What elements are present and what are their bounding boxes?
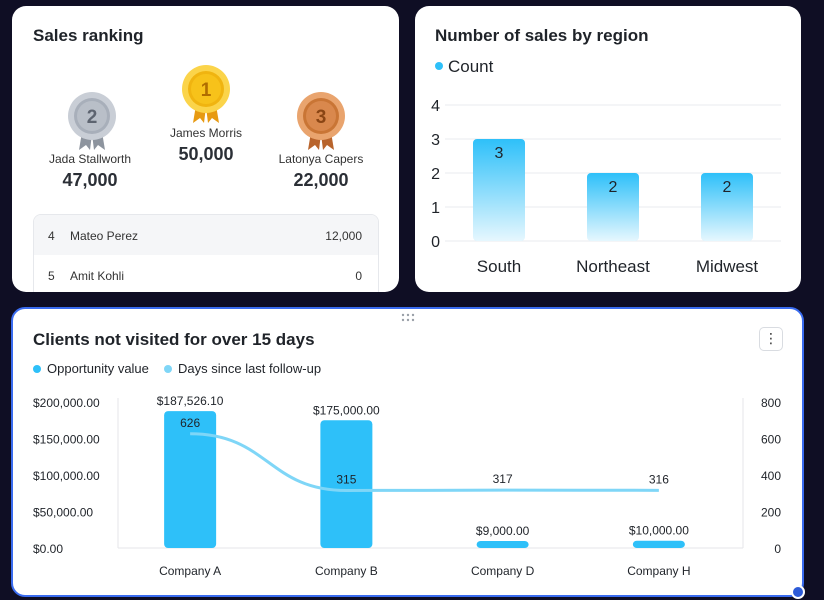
row-rank: 4 <box>48 229 55 243</box>
podium-2-value: 47,000 <box>62 170 118 190</box>
x-tick-label: Company A <box>159 564 221 578</box>
line-value-label: 315 <box>336 473 356 487</box>
x-tick-label: Midwest <box>696 257 759 276</box>
bar <box>320 420 373 548</box>
bar <box>476 541 529 548</box>
clients-combo-chart: $200,000.00 $150,000.00 $100,000.00 $50,000… <box>33 394 781 578</box>
legend-dot-icon <box>435 62 443 70</box>
legend-dot-icon <box>164 365 172 373</box>
clients-not-visited-card: Clients not visited for over 15 days ⋮ O… <box>11 307 804 597</box>
region-bar-chart: 4 3 2 1 0 3 South 2 Northeast 2 Midwest <box>431 98 781 276</box>
table-row[interactable]: 4 Mateo Perez 12,000 <box>34 215 378 255</box>
drag-handle-icon[interactable] <box>400 313 416 323</box>
days-line <box>190 432 659 493</box>
more-vertical-icon: ⋮ <box>764 330 778 346</box>
podium-2-name: Jada Stallworth <box>48 152 132 166</box>
row-name: Amit Kohli <box>70 269 125 283</box>
bar-value-label: $9,000.00 <box>476 524 530 538</box>
y-left-tick-label: $0.00 <box>33 542 63 556</box>
clients-chart-title: Clients not visited for over 15 days <box>33 330 315 349</box>
bar-value-label: $175,000.00 <box>313 403 380 417</box>
legend-dot-icon <box>33 365 41 373</box>
y-tick-label: 3 <box>431 132 440 149</box>
medal-1-number: 1 <box>201 80 212 101</box>
y-left-tick-label: $50,000.00 <box>33 506 93 520</box>
legend-days-since-follow-up[interactable]: Days since last follow-up <box>178 361 322 376</box>
bronze-medal-icon: 3 <box>295 90 347 154</box>
x-tick-label: Northeast <box>576 257 650 276</box>
y-right-tick-label: 200 <box>761 506 781 520</box>
medal-2-number: 2 <box>87 107 98 128</box>
line-value-label: 316 <box>649 472 669 486</box>
sales-ranking-title: Sales ranking <box>33 26 144 45</box>
bar-value-label: 3 <box>495 145 504 162</box>
resize-handle[interactable] <box>791 585 805 599</box>
y-right-tick-label: 800 <box>761 396 781 410</box>
silver-medal-icon: 2 <box>66 90 118 154</box>
y-tick-label: 0 <box>431 234 440 251</box>
bar <box>587 173 639 241</box>
y-left-tick-label: $100,000.00 <box>33 469 100 483</box>
row-name: Mateo Perez <box>70 229 139 243</box>
x-tick-label: Company B <box>315 564 378 578</box>
bar <box>632 540 685 548</box>
x-tick-label: South <box>477 257 521 276</box>
y-right-tick-label: 400 <box>761 469 781 483</box>
legend-opportunity-value[interactable]: Opportunity value <box>47 361 149 376</box>
y-tick-label: 2 <box>431 166 440 183</box>
podium-1-name: James Morris <box>169 126 242 140</box>
legend-count[interactable]: Count <box>448 57 494 76</box>
y-left-tick-label: $150,000.00 <box>33 433 100 447</box>
y-right-tick-label: 0 <box>774 542 781 556</box>
row-rank: 5 <box>48 269 55 283</box>
gold-medal-icon: 1 <box>180 63 232 127</box>
bar <box>701 173 753 241</box>
x-tick-label: Company D <box>471 564 535 578</box>
bar-value-label: $187,526.10 <box>157 394 224 408</box>
podium-3-value: 22,000 <box>293 170 349 190</box>
podium-3-name: Latonya Capers <box>278 152 364 166</box>
table-row[interactable]: 5 Amit Kohli 0 <box>34 255 378 292</box>
bar <box>164 411 217 548</box>
y-tick-label: 1 <box>431 200 440 217</box>
row-value: 0 <box>355 269 362 283</box>
ranking-table: 4 Mateo Perez 12,000 5 Amit Kohli 0 <box>33 214 379 292</box>
medal-3-number: 3 <box>316 107 327 128</box>
y-right-tick-label: 600 <box>761 433 781 447</box>
row-value: 12,000 <box>325 229 362 243</box>
y-left-tick-label: $200,000.00 <box>33 396 100 410</box>
x-tick-label: Company H <box>627 564 690 578</box>
line-value-label: 317 <box>493 472 513 486</box>
bar-value-label: $10,000.00 <box>629 524 689 538</box>
region-chart-title: Number of sales by region <box>435 26 649 45</box>
line-value-label: 626 <box>180 416 200 430</box>
sales-by-region-card: Number of sales by region Count 4 3 2 1 0 3 So… <box>415 6 801 292</box>
bar <box>473 139 525 241</box>
podium-1-value: 50,000 <box>178 144 234 164</box>
y-tick-label: 4 <box>431 98 440 115</box>
more-options-button[interactable]: ⋮ <box>759 327 783 351</box>
bar-value-label: 2 <box>723 179 732 196</box>
bar-value-label: 2 <box>609 179 618 196</box>
sales-ranking-card: Sales ranking 2 Jada Stallworth 47,000 1… <box>12 6 399 292</box>
